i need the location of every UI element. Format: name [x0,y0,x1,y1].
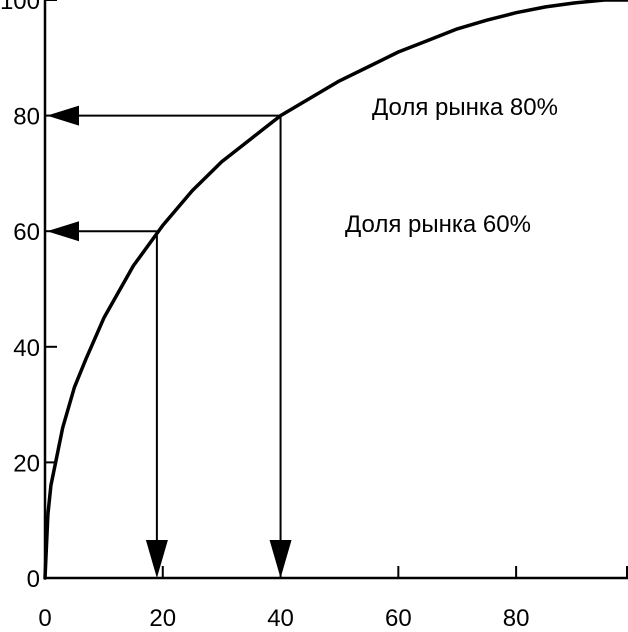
x-tick-label: 20 [149,605,176,632]
x-tick-label: 60 [385,605,412,632]
y-tick-label: 60 [13,219,40,246]
y-tick-label: 100 [0,0,40,15]
curve-layer [43,0,628,580]
x-axis-ticks: 0 20 40 60 80 [38,566,628,632]
arrowhead-down [145,540,168,578]
y-tick-label: 0 [27,566,40,593]
x-tick-label: 40 [267,605,294,632]
arrowhead-left [47,221,79,242]
market-share-curve [43,0,628,580]
guide-arrows [47,105,292,578]
y-tick-label: 40 [13,335,40,362]
x-tick-label: 0 [38,605,51,632]
y-tick-label: 20 [13,450,40,477]
axes [43,0,628,580]
arrowhead-left [47,105,79,126]
y-tick-label: 80 [13,104,40,131]
annotation-share-60: Доля рынка 60% [345,211,531,238]
annotation-share-80: Доля рынка 80% [372,94,558,121]
arrowhead-down [269,540,292,578]
x-tick-label: 80 [503,605,530,632]
